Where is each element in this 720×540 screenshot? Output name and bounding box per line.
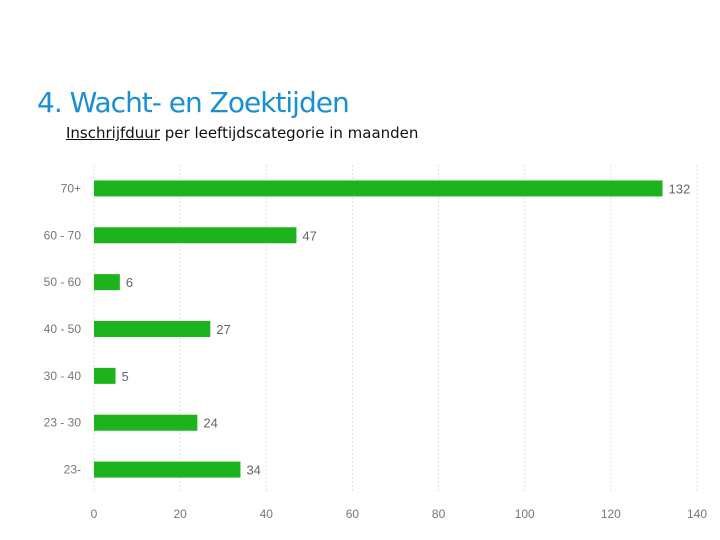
category-label: 30 - 40 — [44, 369, 82, 383]
bar — [94, 227, 297, 244]
x-tick-label: 120 — [601, 507, 621, 521]
value-label: 34 — [246, 463, 260, 478]
category-label: 40 - 50 — [44, 322, 82, 336]
bar — [94, 461, 241, 478]
value-label: 47 — [302, 228, 316, 243]
x-tick-label: 20 — [173, 507, 187, 521]
bar — [94, 180, 663, 197]
bar — [94, 274, 120, 291]
value-label: 132 — [669, 181, 691, 196]
x-tick-label: 140 — [687, 507, 707, 521]
bar — [94, 414, 198, 431]
x-tick-label: 60 — [346, 507, 360, 521]
category-label: 50 - 60 — [44, 275, 82, 289]
x-tick-label: 0 — [91, 507, 98, 521]
slide-title: 4. Wacht- en Zoektijden — [37, 86, 350, 119]
x-tick-label: 100 — [515, 507, 535, 521]
category-label: 23 - 30 — [44, 416, 82, 430]
x-tick-label: 40 — [260, 507, 274, 521]
value-label: 5 — [122, 369, 129, 384]
x-tick-label: 80 — [432, 507, 446, 521]
subtitle-rest: per leeftijdscategorie in maanden — [159, 124, 419, 142]
subtitle-keyword: Inschrijfduur — [66, 124, 160, 142]
chart-subtitle: Inschrijfduur per leeftijdscategorie in … — [66, 124, 418, 142]
value-label: 24 — [203, 416, 217, 431]
value-label: 27 — [216, 322, 230, 337]
category-label: 70+ — [61, 181, 81, 195]
category-label: 60 - 70 — [44, 228, 82, 242]
category-label: 23- — [64, 463, 81, 477]
bar — [94, 321, 211, 337]
bar — [94, 367, 116, 384]
value-label: 6 — [126, 275, 133, 290]
